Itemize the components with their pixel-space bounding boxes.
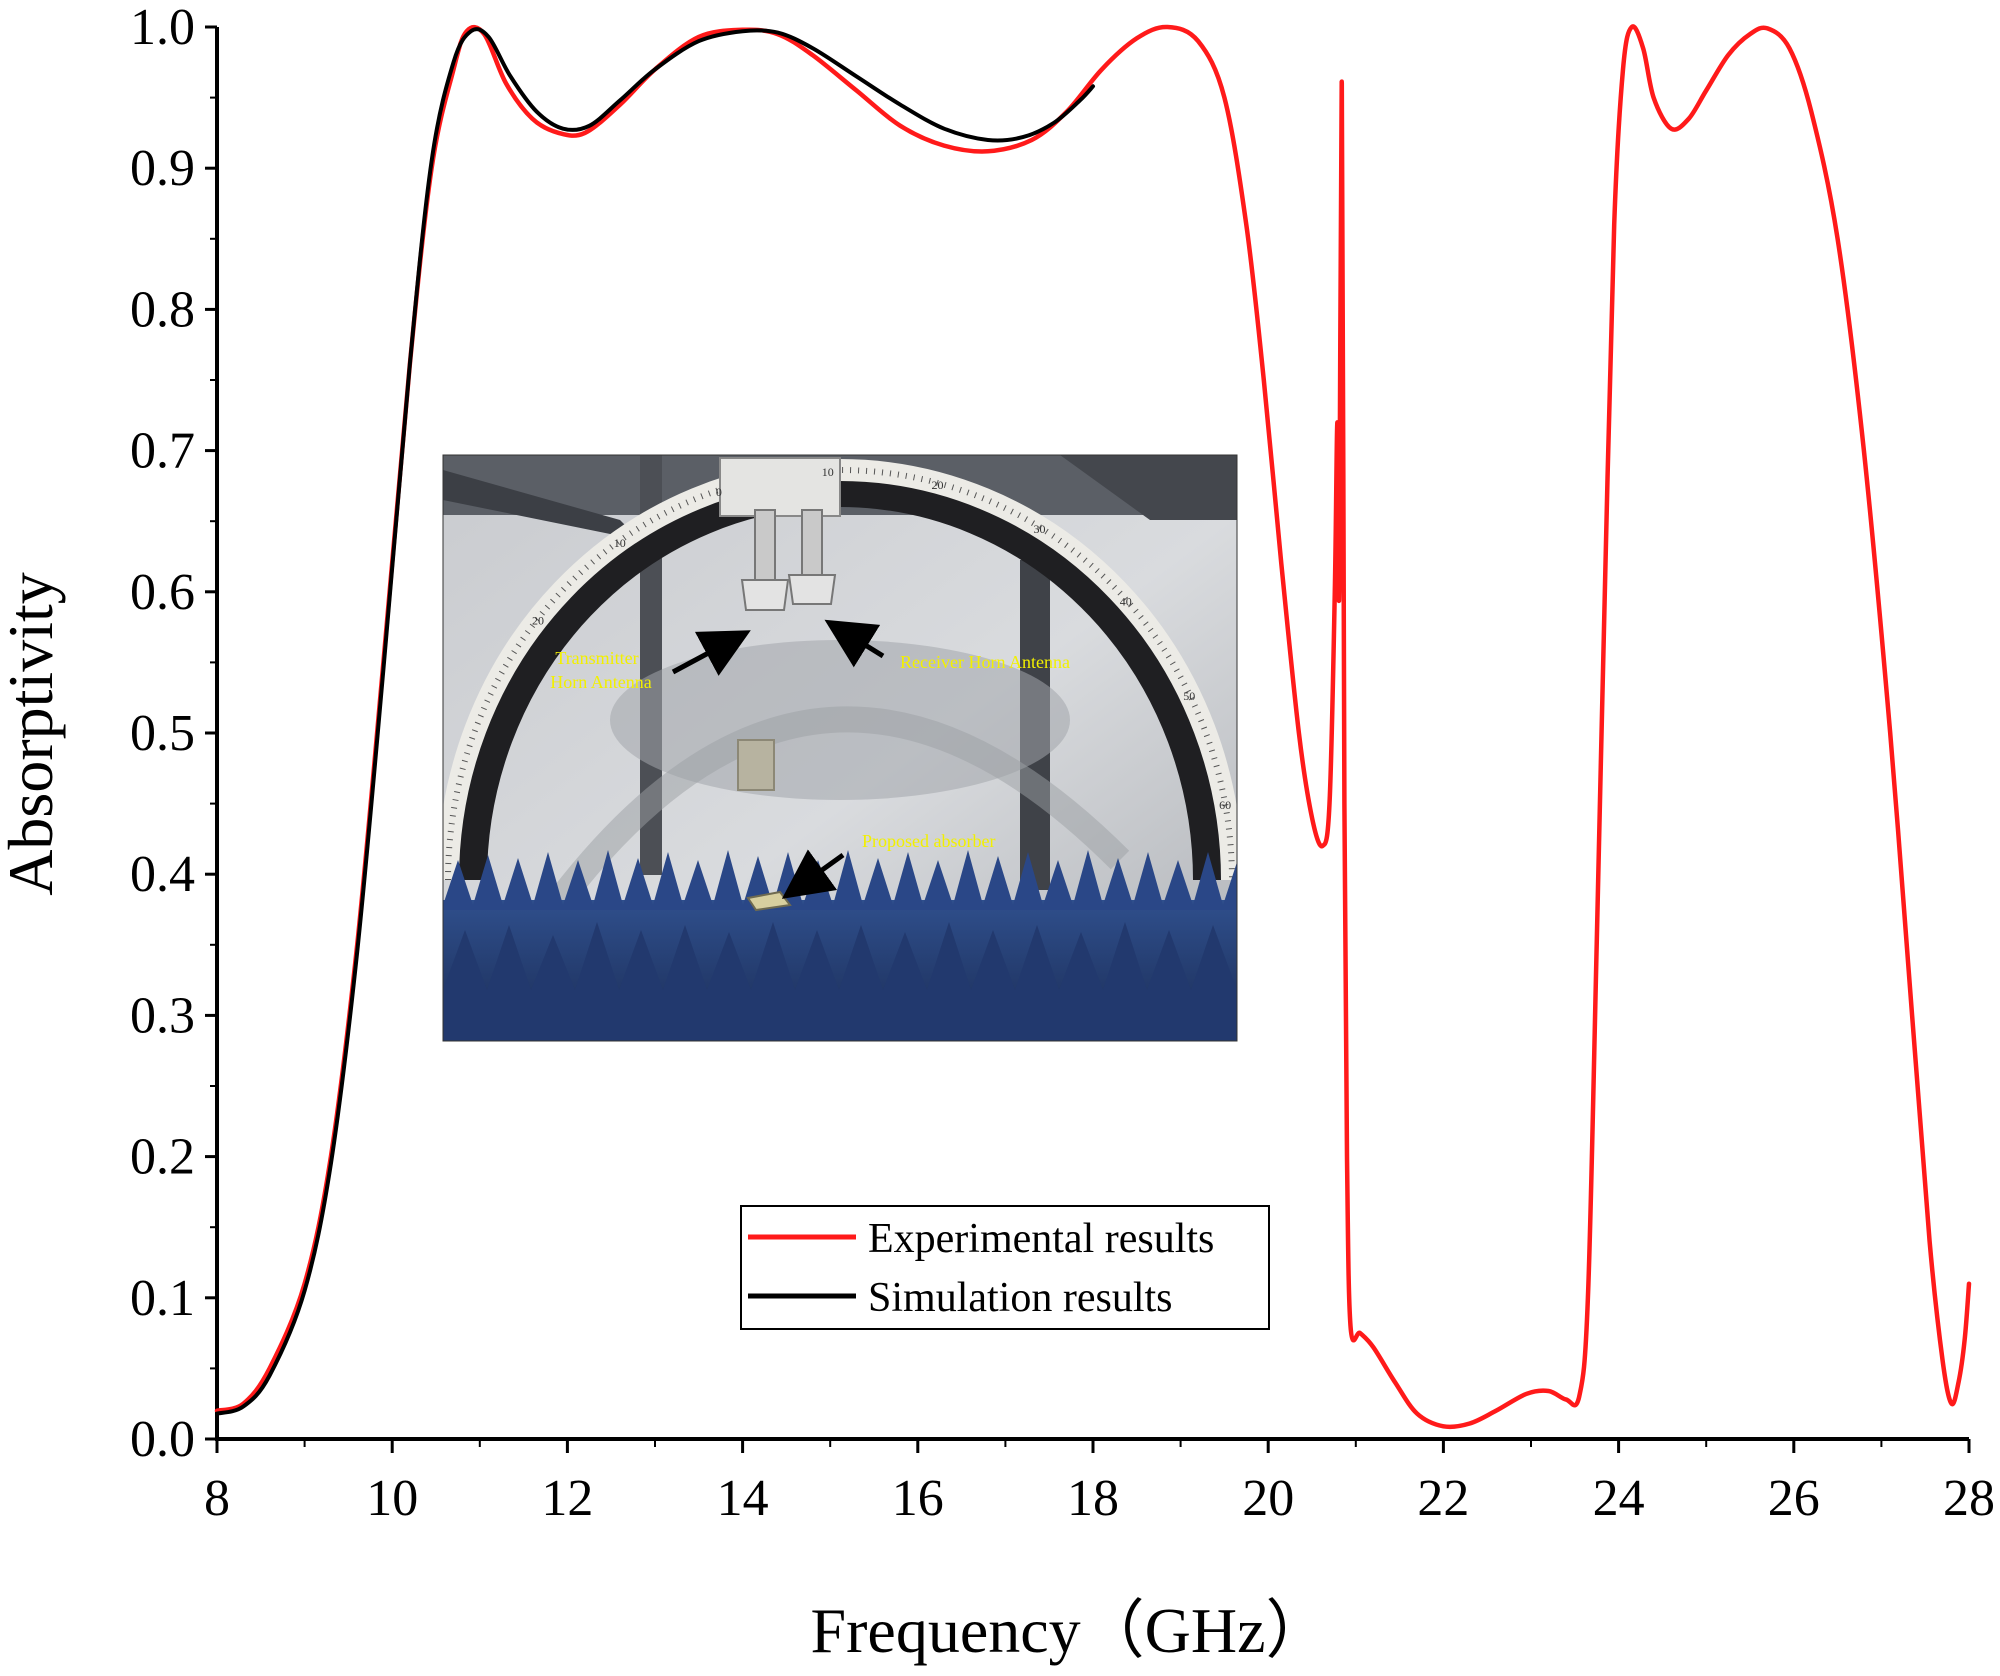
x-axis-title: Frequency（GHz） xyxy=(811,1595,1330,1666)
x-tick-label: 18 xyxy=(1067,1470,1119,1527)
photo-arrow-transmitter xyxy=(671,630,751,676)
photo-electrical-box xyxy=(737,739,775,791)
x-tick-label: 28 xyxy=(1943,1470,1995,1527)
y-tick-label: 0.7 xyxy=(130,423,195,480)
y-tick-label: 0.0 xyxy=(130,1411,195,1468)
x-tick-label: 14 xyxy=(717,1470,769,1527)
y-tick-label: 0.8 xyxy=(130,281,195,338)
legend: Experimental results Simulation results xyxy=(740,1205,1270,1330)
photo-arc-tick-label: 10 xyxy=(614,536,626,550)
x-tick-label: 24 xyxy=(1593,1470,1645,1527)
y-axis-ticks: 0.0 0.1 0.2 0.3 0.4 0.5 0.6 0.7 0.8 0.9 1.0 xyxy=(130,0,217,1468)
series-layer xyxy=(214,24,1972,1430)
y-tick-label: 0.9 xyxy=(130,140,195,197)
x-tick-label: 16 xyxy=(892,1470,944,1527)
photo-arch-scale-ticks xyxy=(445,467,1235,881)
photo-mount-plate xyxy=(719,457,841,517)
photo-label-transmitter: Transmitter xyxy=(555,648,638,668)
photo-arc-tick-label: 0 xyxy=(716,485,722,499)
x-tick-label: 12 xyxy=(541,1470,593,1527)
photo-arc-tick-label: 20 xyxy=(932,478,944,492)
x-tick-label: 8 xyxy=(204,1470,230,1527)
photo-arc-tick-label: 50 xyxy=(1183,689,1195,703)
legend-box xyxy=(740,1205,1270,1330)
photo-arc-tick-label: 10 xyxy=(822,465,834,479)
x-tick-label: 20 xyxy=(1242,1470,1294,1527)
y-axis-title: Absorptivity xyxy=(0,572,66,896)
x-tick-label: 10 xyxy=(366,1470,418,1527)
y-tick-label: 0.2 xyxy=(130,1129,195,1186)
photo-absorber-sample xyxy=(746,890,792,912)
photo-arc-tick-label: 30 xyxy=(1034,522,1046,536)
inset-photo: Transmitter Horn Antenna Receiver Horn A… xyxy=(443,455,1237,1041)
y-tick-label: 0.4 xyxy=(130,846,195,903)
y-tick-label: 0.3 xyxy=(130,987,195,1044)
photo-absorber-pyramids-front xyxy=(443,922,1237,1041)
x-tick-label: 22 xyxy=(1417,1470,1469,1527)
y-tick-label: 0.6 xyxy=(130,564,195,621)
x-tick-label: 26 xyxy=(1768,1470,1820,1527)
photo-arc-tick-label: 60 xyxy=(1219,798,1231,812)
legend-label-simulation: Simulation results xyxy=(868,1275,1173,1321)
photo-horn-antennas xyxy=(740,509,837,611)
photo-absorber-pyramids xyxy=(443,850,1237,910)
inset-photo-border xyxy=(442,454,1238,1042)
series-line-simulation xyxy=(215,27,1095,1416)
photo-label-horn-antenna: Horn Antenna xyxy=(550,672,651,692)
x-axis-ticks: 8 10 12 14 16 18 20 22 24 26 28 xyxy=(204,1439,1995,1527)
series-line-experimental xyxy=(214,24,1972,1430)
photo-arrow-receiver xyxy=(824,619,885,668)
y-tick-label: 0.5 xyxy=(130,705,195,762)
photo-arc-shadow xyxy=(549,706,1130,908)
photo-ceiling-beam-right xyxy=(1060,455,1237,520)
photo-arc-tick-label: 20 xyxy=(532,614,544,628)
photo-arc-tick-labels: 20 10 0 10 20 30 40 50 60 xyxy=(532,465,1231,812)
legend-label-experimental: Experimental results xyxy=(868,1216,1214,1262)
photo-arrow-absorber xyxy=(781,849,845,899)
photo-arc-tick-label: 40 xyxy=(1120,594,1132,608)
y-tick-label: 0.1 xyxy=(130,1270,195,1327)
photo-ceiling-beam xyxy=(443,470,640,540)
photo-label-absorber: Proposed absorber xyxy=(862,831,995,851)
y-tick-label: 1.0 xyxy=(130,0,195,56)
photo-label-receiver: Receiver Horn Antenna xyxy=(900,652,1070,672)
